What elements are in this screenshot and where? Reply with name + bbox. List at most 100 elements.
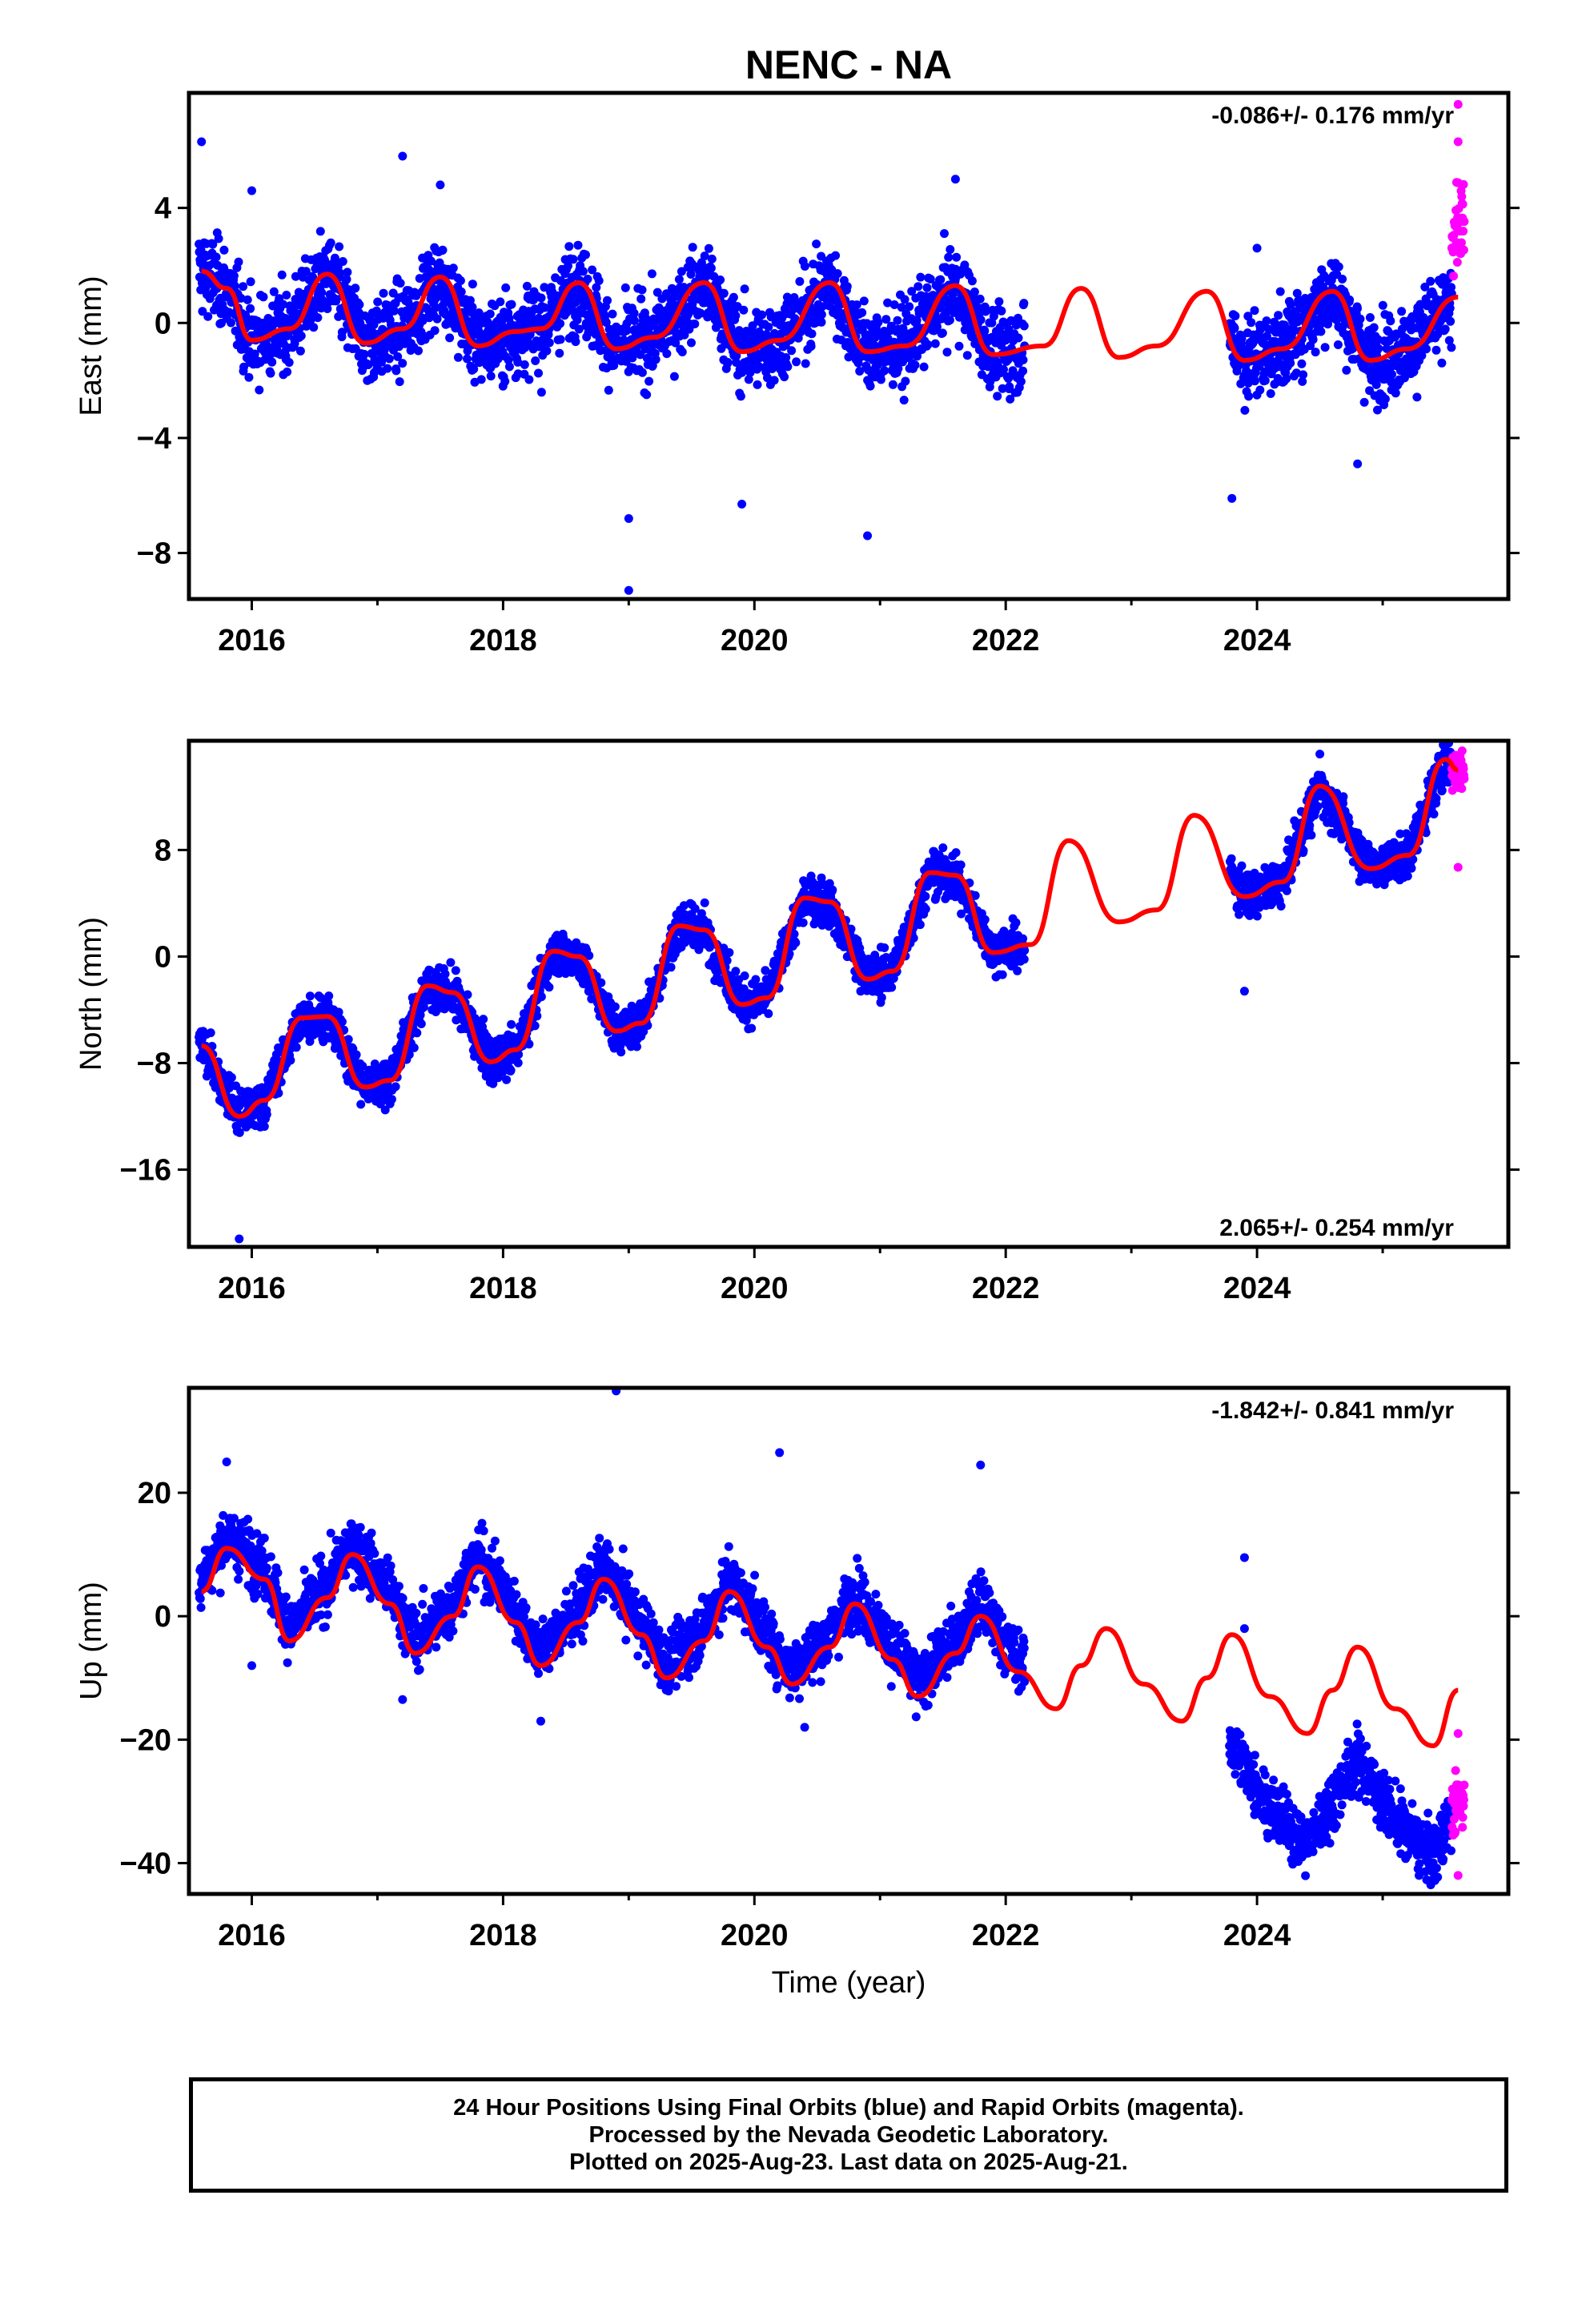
data-point xyxy=(1446,316,1456,326)
data-point xyxy=(1334,262,1343,271)
data-point xyxy=(755,362,765,372)
data-point xyxy=(1422,344,1431,354)
data-point xyxy=(1244,392,1254,401)
data-point xyxy=(584,951,594,960)
data-point xyxy=(1231,312,1240,320)
data-point xyxy=(592,283,601,292)
data-point xyxy=(1437,358,1447,368)
data-point xyxy=(398,359,408,368)
data-point xyxy=(338,257,347,266)
data-point xyxy=(997,306,1006,316)
data-point xyxy=(764,322,773,332)
data-point xyxy=(893,364,903,373)
outlier-point xyxy=(737,500,747,509)
data-point xyxy=(769,376,779,385)
data-point xyxy=(967,276,977,286)
data-point xyxy=(900,295,909,304)
data-point xyxy=(440,969,450,979)
data-point xyxy=(1440,324,1450,334)
data-point xyxy=(938,328,947,338)
data-point xyxy=(687,338,696,348)
data-point xyxy=(379,1066,388,1076)
data-point xyxy=(1353,304,1362,313)
data-point xyxy=(468,279,477,289)
data-point xyxy=(636,294,646,304)
data-point xyxy=(936,275,946,284)
data-point xyxy=(463,354,472,364)
data-point xyxy=(379,288,388,298)
data-point xyxy=(279,300,287,309)
data-point xyxy=(1014,333,1023,343)
data-point xyxy=(946,245,955,254)
data-point xyxy=(259,1122,269,1132)
data-point xyxy=(628,353,637,363)
data-point xyxy=(744,375,753,384)
data-point xyxy=(1397,307,1407,316)
data-point xyxy=(807,329,817,339)
outlier-point xyxy=(398,151,408,161)
data-point xyxy=(356,1100,366,1109)
data-point xyxy=(1240,405,1250,415)
data-point xyxy=(351,1050,361,1059)
data-point xyxy=(227,318,235,328)
data-point xyxy=(513,357,523,367)
data-point xyxy=(1342,365,1351,375)
data-point xyxy=(536,388,546,397)
data-point xyxy=(380,1105,390,1115)
data-point xyxy=(975,294,985,304)
data-point xyxy=(359,349,369,359)
data-point xyxy=(1286,358,1295,368)
data-point xyxy=(286,1055,295,1065)
x-tick-label: 2016 xyxy=(218,624,286,657)
data-point xyxy=(506,1066,516,1075)
data-point xyxy=(324,991,334,1001)
data-point xyxy=(1378,300,1387,310)
data-point xyxy=(716,275,725,284)
data-point xyxy=(812,239,821,249)
data-point xyxy=(1445,304,1455,313)
data-point xyxy=(913,282,923,292)
data-point xyxy=(393,352,403,361)
data-point xyxy=(923,340,933,349)
data-point xyxy=(1387,370,1396,379)
data-point xyxy=(652,287,662,297)
data-point xyxy=(795,277,805,286)
data-point xyxy=(780,372,789,382)
data-point xyxy=(573,240,583,250)
rapid-data-point xyxy=(1458,199,1468,209)
data-point xyxy=(666,963,676,972)
data-point xyxy=(284,358,294,368)
data-point xyxy=(277,270,287,279)
data-point xyxy=(674,275,684,284)
data-point xyxy=(603,296,612,305)
data-point xyxy=(960,260,970,270)
data-point xyxy=(747,1023,757,1033)
outlier-point xyxy=(197,137,207,147)
y-tick-label: 0 xyxy=(155,307,171,340)
data-point xyxy=(897,303,906,312)
data-point xyxy=(532,1011,542,1021)
rapid-data-point xyxy=(1460,217,1469,227)
data-point xyxy=(1431,345,1441,355)
data-point xyxy=(637,368,647,377)
outlier-point xyxy=(950,175,960,184)
rapid-data-point xyxy=(1452,258,1462,267)
data-point xyxy=(383,300,392,310)
rapid-data-point xyxy=(1449,271,1458,281)
data-point xyxy=(507,300,516,309)
data-point xyxy=(259,292,268,302)
data-point xyxy=(1266,389,1275,398)
data-point xyxy=(234,257,243,267)
data-point xyxy=(883,298,893,308)
data-point xyxy=(250,349,259,359)
data-point xyxy=(751,975,761,984)
data-point xyxy=(317,287,327,297)
data-point xyxy=(524,375,534,384)
data-point xyxy=(1260,376,1270,385)
data-point xyxy=(1250,306,1259,316)
data-point xyxy=(1279,320,1289,330)
data-point xyxy=(230,281,239,291)
data-point xyxy=(789,293,799,302)
data-point xyxy=(994,297,1004,307)
